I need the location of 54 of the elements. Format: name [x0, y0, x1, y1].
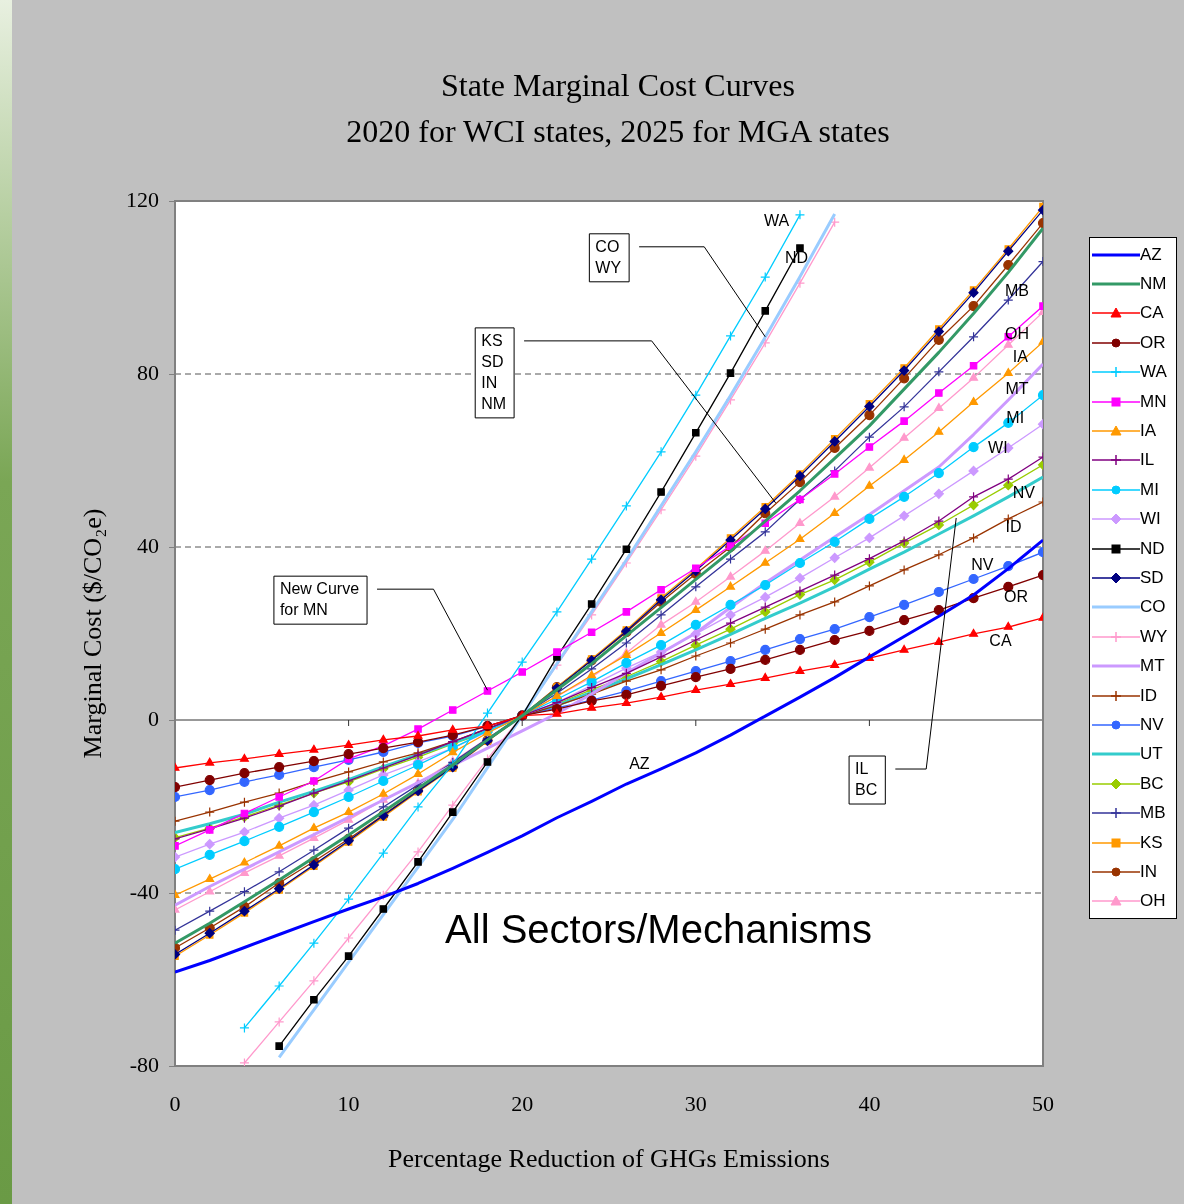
annotation: IL BC: [855, 759, 878, 798]
legend-label: AZ: [1140, 244, 1162, 265]
annotation: All Sectors/Mechanisms: [445, 906, 872, 951]
legend-label: CA: [1140, 303, 1164, 324]
legend-label: CO: [1140, 597, 1166, 618]
y-tick-label: 120: [126, 186, 159, 212]
legend-label: SD: [1140, 567, 1164, 588]
legend-label: MI: [1140, 479, 1159, 500]
y-axis-title: Marginal Cost ($/CO₂e): [78, 508, 108, 759]
legend-label: MT: [1140, 656, 1165, 677]
annotation: IA: [1012, 348, 1029, 366]
annotation: WI: [988, 438, 1008, 456]
legend-label: IA: [1140, 421, 1157, 442]
legend-label: WY: [1140, 626, 1168, 647]
annotation: OR: [1004, 588, 1029, 606]
legend-label: UT: [1140, 744, 1163, 765]
x-tick-label: 30: [684, 1090, 707, 1116]
legend-label: ND: [1140, 538, 1165, 559]
annotation: New Curve for MN: [279, 580, 360, 619]
legend-label: KS: [1140, 832, 1163, 853]
annotation: CO WY: [595, 237, 622, 276]
legend-label: MN: [1140, 391, 1167, 412]
legend-label: OH: [1140, 891, 1166, 912]
legend-label: IL: [1140, 450, 1155, 471]
legend-label: ID: [1140, 685, 1157, 706]
y-tick-label: -80: [129, 1051, 159, 1077]
chart-subtitle: 2020 for WCI states, 2025 for MGA states: [345, 112, 891, 151]
annotation: AZ: [629, 755, 650, 773]
x-tick-label: 0: [169, 1090, 181, 1116]
annotation: MT: [1005, 379, 1029, 397]
x-tick-label: 40: [858, 1090, 881, 1116]
y-tick-label: 80: [137, 359, 159, 385]
y-tick-label: 0: [148, 705, 159, 731]
legend-label: WA: [1140, 362, 1167, 383]
legend-label: MB: [1140, 803, 1166, 824]
x-tick-label: 20: [511, 1090, 534, 1116]
annotation: ID: [1005, 518, 1022, 536]
annotation: WA: [763, 212, 790, 230]
annotation: NV: [1012, 484, 1036, 502]
legend-label: NM: [1140, 274, 1167, 295]
y-tick-label: 40: [137, 532, 159, 558]
legend-label: WI: [1140, 509, 1161, 530]
x-axis-title: Percentage Reduction of GHGs Emissions: [388, 1144, 830, 1174]
y-tick-label: -40: [129, 878, 159, 904]
legend-label: OR: [1140, 332, 1166, 353]
legend-label: IN: [1140, 861, 1157, 882]
annotation: KS SD IN NM: [481, 331, 507, 412]
legend-label: NV: [1140, 714, 1164, 735]
x-tick-label: 50: [1032, 1090, 1054, 1116]
annotation: CA: [989, 631, 1012, 649]
x-tick-label: 10: [337, 1090, 360, 1116]
chart-title: State Marginal Cost Curves: [439, 66, 796, 105]
legend-label: BC: [1140, 773, 1164, 794]
annotation: NV: [971, 556, 994, 574]
